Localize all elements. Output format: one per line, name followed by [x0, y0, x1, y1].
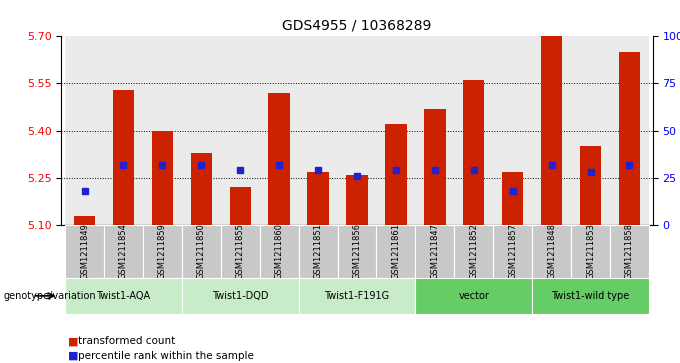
Bar [610, 36, 649, 225]
Bar [415, 36, 454, 225]
Bar [454, 225, 493, 278]
Bar [377, 36, 415, 225]
Text: GSM1211849: GSM1211849 [80, 224, 89, 279]
Text: GSM1211857: GSM1211857 [508, 223, 517, 280]
Bar [299, 225, 337, 278]
Bar [113, 90, 134, 225]
Bar [143, 225, 182, 278]
Bar [337, 225, 377, 278]
Text: Twist1-wild type: Twist1-wild type [551, 291, 630, 301]
Bar [532, 225, 571, 278]
Bar [65, 36, 104, 225]
Bar [269, 93, 290, 225]
Bar [182, 278, 299, 314]
Text: GSM1211847: GSM1211847 [430, 223, 439, 280]
Text: GSM1211853: GSM1211853 [586, 223, 595, 280]
Bar [385, 125, 407, 225]
Bar [182, 36, 221, 225]
Bar [493, 36, 532, 225]
Bar [610, 225, 649, 278]
Bar [307, 172, 329, 225]
Bar [230, 187, 251, 225]
Bar [493, 225, 532, 278]
Bar [415, 225, 454, 278]
Title: GDS4955 / 10368289: GDS4955 / 10368289 [282, 19, 432, 32]
Bar [152, 131, 173, 225]
Bar [260, 225, 299, 278]
Text: GSM1211852: GSM1211852 [469, 224, 478, 279]
Text: Twist1-AQA: Twist1-AQA [97, 291, 150, 301]
Text: Twist1-DQD: Twist1-DQD [212, 291, 269, 301]
Bar [532, 278, 649, 314]
Bar [571, 36, 610, 225]
Text: percentile rank within the sample: percentile rank within the sample [78, 351, 254, 361]
Bar [571, 225, 610, 278]
Bar [74, 216, 95, 225]
Text: GSM1211850: GSM1211850 [197, 224, 206, 279]
Bar [502, 172, 524, 225]
Bar [65, 225, 104, 278]
Text: GSM1211855: GSM1211855 [236, 224, 245, 279]
Text: ■: ■ [68, 336, 78, 346]
Bar [415, 278, 532, 314]
Text: GSM1211856: GSM1211856 [352, 223, 362, 280]
Bar [221, 36, 260, 225]
Bar [619, 52, 640, 225]
Bar [65, 278, 182, 314]
Bar [190, 153, 212, 225]
Text: GSM1211854: GSM1211854 [119, 224, 128, 279]
Text: GSM1211859: GSM1211859 [158, 224, 167, 279]
Bar [346, 175, 368, 225]
Bar [424, 109, 445, 225]
Bar [463, 80, 484, 225]
Bar [260, 36, 299, 225]
Text: GSM1211861: GSM1211861 [392, 223, 401, 280]
Text: Twist1-F191G: Twist1-F191G [324, 291, 390, 301]
Bar [580, 146, 601, 225]
Bar [104, 225, 143, 278]
Bar [221, 225, 260, 278]
Text: GSM1211848: GSM1211848 [547, 223, 556, 280]
Text: GSM1211858: GSM1211858 [625, 223, 634, 280]
Text: transformed count: transformed count [78, 336, 175, 346]
Text: ■: ■ [68, 351, 78, 361]
Bar [454, 36, 493, 225]
Bar [182, 225, 221, 278]
Text: GSM1211860: GSM1211860 [275, 223, 284, 280]
Bar [532, 36, 571, 225]
Bar [377, 225, 415, 278]
Bar [299, 36, 337, 225]
Bar [337, 36, 377, 225]
Bar [541, 36, 562, 225]
Text: GSM1211851: GSM1211851 [313, 224, 322, 279]
Text: genotype/variation: genotype/variation [3, 291, 96, 301]
Text: vector: vector [458, 291, 489, 301]
Bar [143, 36, 182, 225]
Bar [104, 36, 143, 225]
Bar [299, 278, 415, 314]
